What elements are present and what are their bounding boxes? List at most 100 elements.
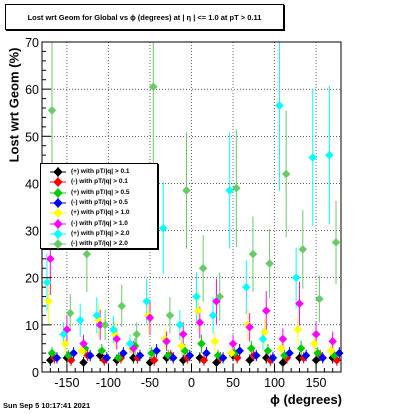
- data-point: [158, 223, 168, 233]
- data-point: [245, 322, 254, 332]
- data-point: [162, 337, 171, 346]
- data-point: [132, 329, 142, 339]
- data-point: [311, 329, 321, 339]
- data-points: [42, 82, 344, 367]
- data-point: [59, 329, 68, 339]
- x-tick-label: 0: [188, 376, 195, 390]
- data-point: [260, 327, 269, 337]
- data-point: [263, 346, 273, 356]
- legend-entry: (-) with pT/|q| > 0.1: [41, 177, 157, 188]
- data-point: [119, 348, 128, 358]
- data-point: [276, 344, 286, 353]
- x-tick-label: -100: [96, 376, 121, 390]
- x-tick-label: -50: [141, 376, 159, 390]
- data-point: [192, 292, 201, 301]
- data-point: [65, 308, 75, 318]
- data-point: [193, 306, 203, 316]
- data-point: [202, 348, 211, 358]
- data-point: [148, 82, 158, 92]
- data-point: [278, 334, 288, 344]
- data-point: [109, 325, 118, 334]
- legend-entry: (-) with pT/|q| > 2.0: [41, 239, 157, 250]
- legend-marker-icon: [50, 177, 66, 188]
- data-point: [125, 339, 135, 349]
- data-point: [231, 183, 241, 193]
- data-point: [69, 348, 78, 358]
- data-point: [278, 358, 288, 367]
- legend-marker-icon: [50, 167, 66, 177]
- data-point: [135, 351, 145, 360]
- data-point: [102, 353, 112, 363]
- data-point: [77, 346, 87, 356]
- data-point: [265, 259, 274, 268]
- x-tick-label: 100: [264, 376, 285, 390]
- chart-title-box: Lost wrt Geom for Global vs ϕ (degrees) …: [5, 4, 284, 30]
- data-point: [185, 351, 195, 360]
- legend-entry: (-) with pT/|q| > 1.0: [41, 218, 157, 229]
- data-point: [149, 355, 159, 365]
- data-point: [310, 339, 319, 349]
- data-point: [251, 351, 261, 360]
- data-point: [79, 358, 88, 367]
- data-point: [182, 186, 191, 195]
- x-tick-label: 50: [226, 376, 240, 390]
- data-point: [47, 348, 57, 358]
- y-tick-label: 40: [25, 177, 39, 191]
- legend-label: (-) with pT/|q| > 0.1: [71, 178, 128, 186]
- data-point: [79, 339, 88, 349]
- data-point: [177, 341, 186, 351]
- data-point: [178, 329, 188, 339]
- axis-tick-labels: -150 -100 -50 0 50 100 150 0 10 20 30 40 50 60 70: [25, 36, 326, 390]
- data-point: [275, 101, 284, 110]
- data-point: [142, 296, 152, 306]
- legend-entry: (-) with pT/|q| > 0.5: [41, 197, 157, 208]
- data-point: [165, 311, 175, 320]
- data-point: [245, 355, 254, 365]
- data-point: [117, 301, 127, 311]
- legend-entry: (+) with pT/|q| > 0.5: [41, 187, 157, 198]
- data-point: [248, 249, 258, 259]
- data-point: [168, 353, 178, 363]
- data-point: [97, 346, 107, 356]
- x-tick-label: 150: [306, 376, 327, 390]
- data-point: [198, 263, 208, 273]
- data-point: [225, 186, 235, 195]
- data-point: [326, 346, 336, 356]
- legend-entry: (+) with pT/|q| > 0.1: [41, 167, 157, 177]
- legend-entry: (+) with pT/|q| > 1.0: [41, 208, 157, 219]
- data-point: [285, 348, 294, 358]
- y-tick-label: 0: [32, 366, 39, 380]
- data-point: [145, 313, 155, 323]
- data-point: [212, 358, 221, 367]
- data-point: [218, 353, 228, 363]
- data-point: [60, 339, 70, 349]
- y-axis-title: Lost wrt Geom (%): [6, 47, 22, 163]
- data-point: [85, 351, 95, 360]
- data-point: [331, 238, 341, 247]
- data-point: [112, 334, 122, 344]
- data-point: [208, 311, 218, 320]
- data-point: [318, 353, 328, 363]
- data-point: [92, 311, 102, 320]
- data-point: [175, 320, 185, 330]
- data-point: [228, 339, 238, 349]
- legend-marker-icon: [50, 228, 66, 239]
- data-point: [210, 337, 220, 346]
- data-point: [313, 348, 323, 358]
- data-point: [82, 249, 92, 259]
- data-point: [215, 292, 225, 301]
- data-point: [114, 353, 123, 363]
- data-point: [298, 245, 308, 254]
- data-point: [44, 296, 53, 306]
- y-tick-label: 50: [25, 130, 39, 144]
- legend-marker-icon: [50, 239, 66, 250]
- data-point: [281, 169, 291, 179]
- data-point: [152, 346, 161, 356]
- data-point: [227, 348, 236, 358]
- data-point: [261, 306, 271, 316]
- data-point: [52, 353, 62, 363]
- y-tick-label: 70: [25, 36, 39, 50]
- y-tick-label: 60: [25, 83, 39, 97]
- y-tick-label: 20: [25, 272, 39, 286]
- data-point: [241, 282, 251, 292]
